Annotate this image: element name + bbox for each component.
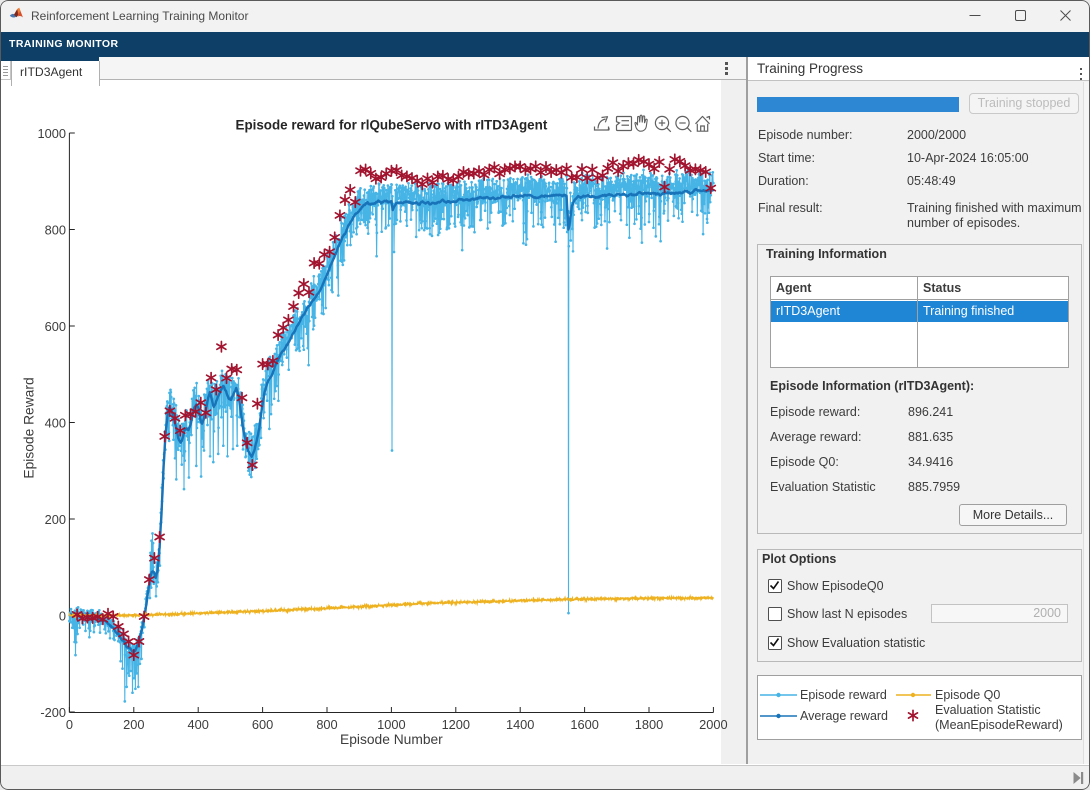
svg-text:1600: 1600: [570, 717, 598, 732]
svg-text:-200: -200: [40, 705, 66, 720]
svg-text:0: 0: [66, 717, 73, 732]
svg-text:1800: 1800: [635, 717, 663, 732]
svg-text:2000: 2000: [699, 717, 727, 732]
svg-text:800: 800: [316, 717, 337, 732]
svg-text:400: 400: [188, 717, 209, 732]
svg-text:200: 200: [123, 717, 144, 732]
svg-text:1400: 1400: [506, 717, 534, 732]
svg-text:1000: 1000: [38, 126, 66, 141]
svg-text:400: 400: [45, 416, 66, 431]
svg-text:800: 800: [45, 223, 66, 238]
svg-text:Episode Reward: Episode Reward: [22, 377, 37, 478]
svg-text:1000: 1000: [377, 717, 405, 732]
svg-text:600: 600: [252, 717, 273, 732]
svg-text:600: 600: [45, 319, 66, 334]
svg-text:200: 200: [45, 512, 66, 527]
svg-text:Episode reward for rlQubeServo: Episode reward for rlQubeServo with rITD…: [236, 118, 548, 133]
svg-text:Episode Number: Episode Number: [340, 732, 443, 747]
svg-text:0: 0: [59, 609, 66, 624]
svg-text:1200: 1200: [442, 717, 470, 732]
